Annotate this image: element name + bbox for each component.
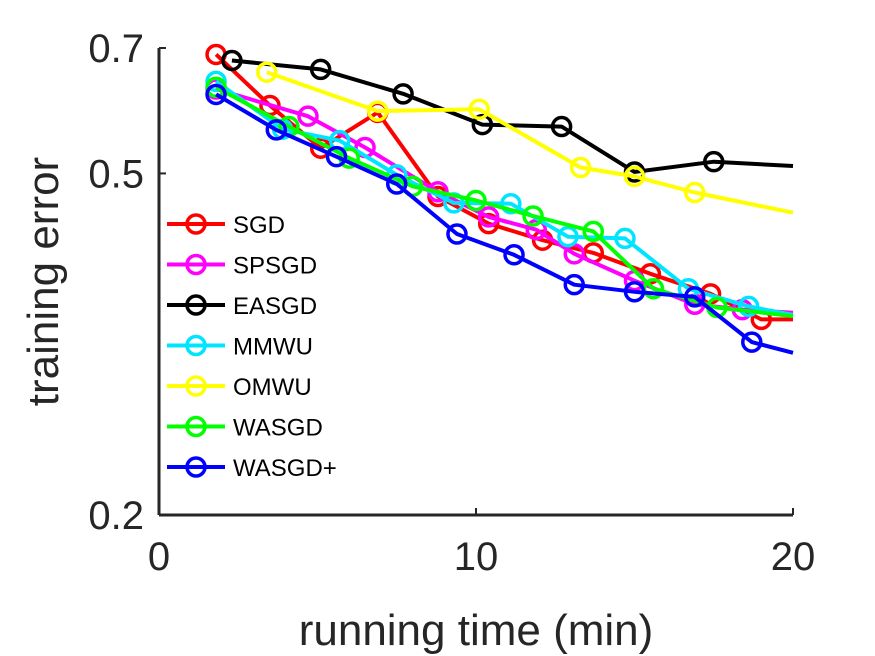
data-point-omwu [468,98,490,120]
series-line-omwu [266,70,794,215]
data-point-wasgd-plus [741,331,763,353]
legend-item-omwu: OMWU [167,374,312,401]
data-point-omwu [683,181,706,204]
data-point-mmwu [500,192,522,215]
data-point-easgd [550,115,573,138]
legend-label: OMWU [233,374,312,401]
data-point-wasgd [582,220,605,243]
legend: SGD SPSGD EASGD MMWU OMWU WASGD WASGD+ [167,212,337,482]
series-line-sgd [214,52,793,322]
data-point-wasgd-plus [563,273,586,296]
x-tick-label: 10 [454,535,499,579]
legend-swatch-marker [185,375,207,397]
data-point-wasgd-plus [683,286,706,308]
data-point-wasgd [465,189,487,212]
data-point-easgd [309,58,332,81]
legend-label: WASGD [233,415,323,442]
y-axis-title: training error [19,157,68,406]
data-point-wasgd-plus [205,83,227,106]
legend-label: WASGD+ [233,455,337,482]
data-point-easgd [703,150,725,173]
y-tick-label: 0.7 [88,27,144,71]
legend-swatch-marker [185,334,207,357]
legend-item-wasgd: WASGD [167,415,323,442]
data-point-easgd [221,49,243,72]
data-point-wasgd-plus [386,173,408,195]
series-wasgd-plus [205,83,794,355]
data-point-mmwu [557,225,579,248]
data-point-wasgd-plus [325,145,348,168]
legend-label: SPSGD [233,253,317,280]
legend-item-mmwu: MMWU [167,334,313,361]
data-point-wasgd-plus [446,223,468,245]
series-sgd [205,43,793,331]
legend-item-wasgd-plus: WASGD+ [167,455,337,482]
legend-item-spsgd: SPSGD [167,253,317,280]
data-point-spsgd [297,105,319,127]
legend-swatch-marker [185,253,207,276]
data-point-omwu [569,156,592,179]
legend-item-easgd: EASGD [167,293,317,320]
series-omwu [256,61,794,215]
data-point-sgd [477,212,500,235]
data-point-easgd [392,83,414,105]
data-point-wasgd-plus [503,244,525,266]
data-point-omwu [256,61,278,83]
y-tick-label: 0.5 [88,152,144,196]
data-point-wasgd-plus [265,119,288,141]
series-line-wasgd-plus [215,92,794,355]
ticks-layer: 0 10 20 0.2 0.5 0.7 [88,27,815,579]
series-easgd [221,49,794,183]
legend-swatch-marker [185,213,207,235]
legend-swatch-marker [185,415,207,438]
x-tick-label: 20 [771,535,816,579]
data-point-easgd [471,113,494,136]
data-point-mmwu [737,295,760,318]
legend-item-sgd: SGD [167,212,285,239]
y-tick-label: 0.2 [88,494,144,538]
x-tick-label: 0 [148,535,170,579]
data-point-spsgd [477,206,500,228]
legend-label: MMWU [233,334,313,361]
series-layer [205,43,794,355]
legend-swatch-marker [185,294,207,316]
series-spsgd [205,78,794,321]
legend-label: EASGD [233,293,317,320]
data-point-omwu [623,165,646,188]
data-point-omwu [366,100,389,122]
data-point-mmwu [614,227,636,250]
legend-label: SGD [233,212,285,239]
series-line-easgd [231,58,794,174]
legend-swatch-marker [185,456,207,478]
data-point-wasgd [522,205,544,227]
data-point-wasgd-plus [623,281,646,303]
series-line-mmwu [214,79,794,317]
x-axis-title: running time (min) [299,606,654,655]
